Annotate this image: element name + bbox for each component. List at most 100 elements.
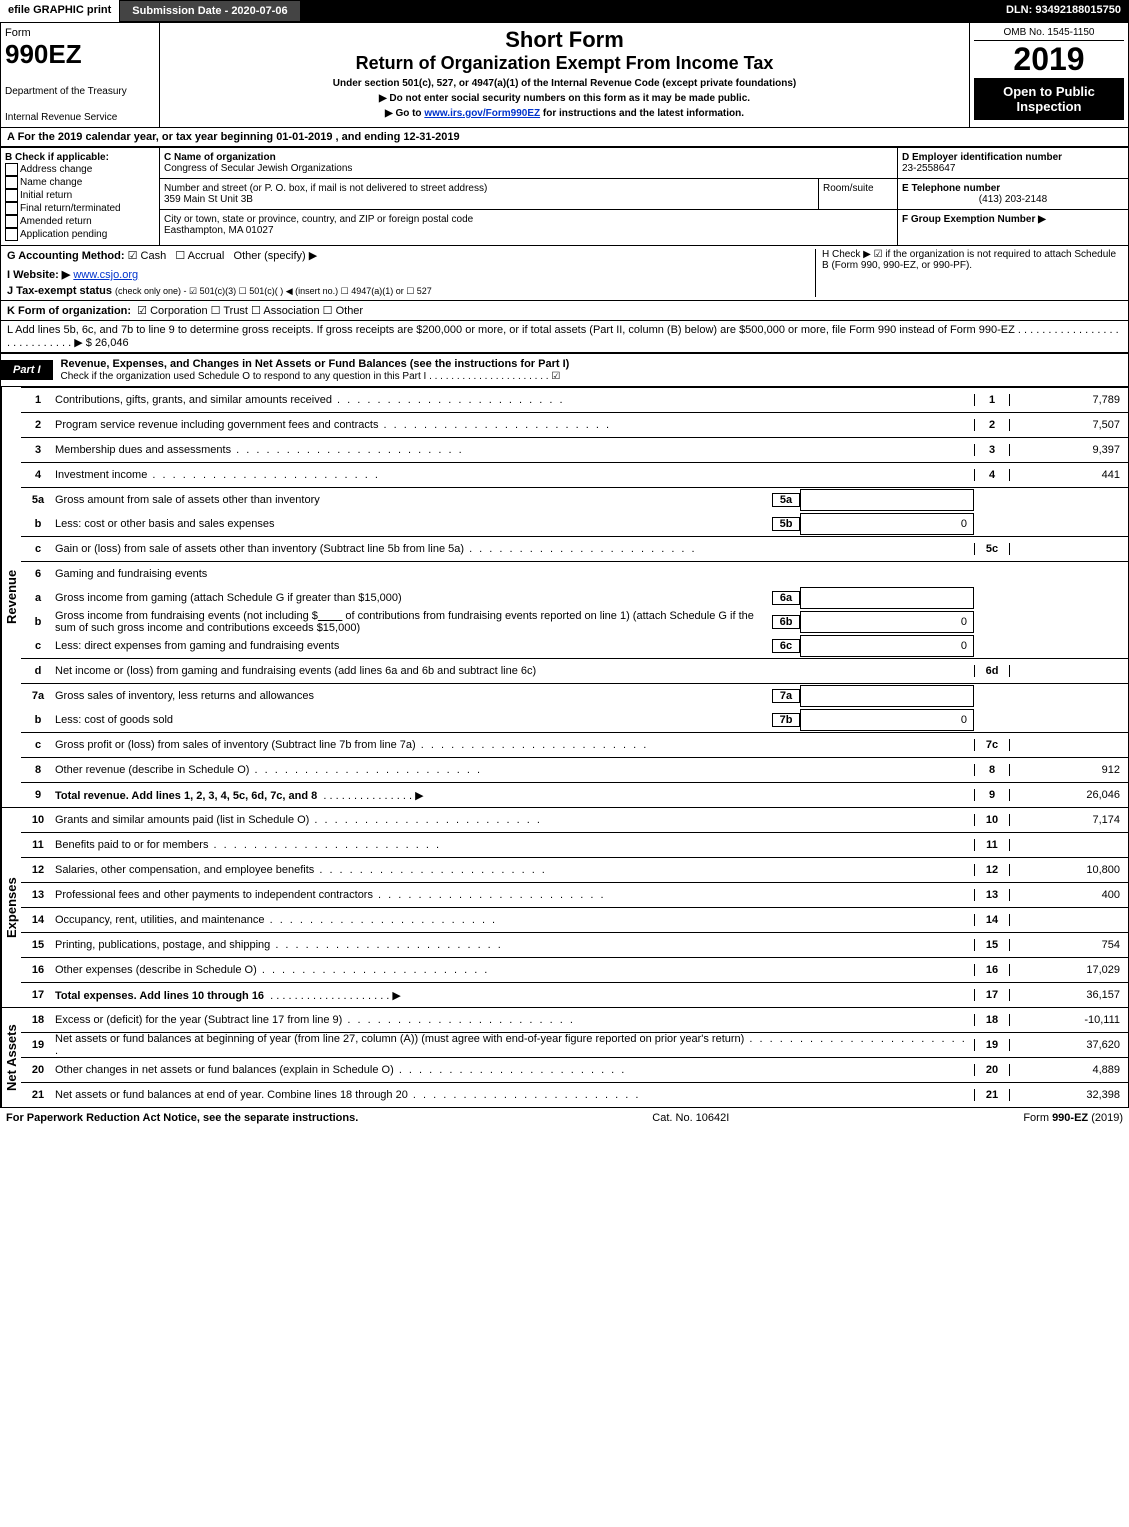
line-19-val: 37,620 xyxy=(1010,1039,1128,1051)
line-3-val: 9,397 xyxy=(1010,444,1128,456)
col-C: C Name of organization Congress of Secul… xyxy=(160,148,898,245)
header-right: OMB No. 1545-1150 2019 Open to Public In… xyxy=(969,23,1128,127)
line-7a-val xyxy=(800,685,974,707)
line-7b-desc: Less: cost of goods sold xyxy=(55,714,772,726)
line-6b-val: 0 xyxy=(800,611,974,633)
irs-label: Internal Revenue Service xyxy=(5,112,155,123)
line-13-val: 400 xyxy=(1010,889,1128,901)
line-2-desc: Program service revenue including govern… xyxy=(55,419,974,431)
line-5a-val xyxy=(800,489,974,511)
chk-final[interactable]: Final return/terminated xyxy=(5,202,155,215)
line-6c-desc: Less: direct expenses from gaming and fu… xyxy=(55,640,772,652)
form-header: Form 990EZ Department of the Treasury In… xyxy=(0,22,1129,128)
footer-mid: Cat. No. 10642I xyxy=(652,1112,729,1124)
line-18-desc: Excess or (deficit) for the year (Subtra… xyxy=(55,1014,974,1026)
title-return: Return of Organization Exempt From Incom… xyxy=(164,53,965,74)
addr-value: 359 Main St Unit 3B xyxy=(164,194,814,205)
tax-year: 2019 xyxy=(974,41,1124,78)
line-4-desc: Investment income xyxy=(55,469,974,481)
line-21-desc: Net assets or fund balances at end of ye… xyxy=(55,1089,974,1101)
line-5b-desc: Less: cost or other basis and sales expe… xyxy=(55,518,772,530)
line-H: H Check ▶ ☑ if the organization is not r… xyxy=(815,249,1122,297)
form-number: 990EZ xyxy=(5,39,155,70)
part1-tab: Part I xyxy=(1,360,53,380)
line-15-desc: Printing, publications, postage, and shi… xyxy=(55,939,974,951)
L-amount: $ 26,046 xyxy=(86,337,129,349)
goto-prefix: ▶ Go to xyxy=(385,108,424,119)
line-21-val: 32,398 xyxy=(1010,1089,1128,1101)
omb-number: OMB No. 1545-1150 xyxy=(974,27,1124,41)
line-1-val: 7,789 xyxy=(1010,394,1128,406)
chk-pending[interactable]: Application pending xyxy=(5,228,155,241)
website-link[interactable]: www.csjo.org xyxy=(73,269,138,281)
line-17-val: 36,157 xyxy=(1010,989,1128,1001)
line-L: L Add lines 5b, 6c, and 7b to line 9 to … xyxy=(0,321,1129,353)
line-7b-val: 0 xyxy=(800,709,974,731)
chk-amended[interactable]: Amended return xyxy=(5,215,155,228)
line-6a-desc: Gross income from gaming (attach Schedul… xyxy=(55,592,772,604)
dept-label: Department of the Treasury xyxy=(5,86,155,97)
expenses-section: Expenses 10Grants and similar amounts pa… xyxy=(0,808,1129,1008)
line-19-desc: Net assets or fund balances at beginning… xyxy=(55,1033,974,1057)
chk-address[interactable]: Address change xyxy=(5,163,155,176)
line-5a-desc: Gross amount from sale of assets other t… xyxy=(55,494,772,506)
col-B: B Check if applicable: Address change Na… xyxy=(1,148,160,245)
netassets-side-label: Net Assets xyxy=(1,1008,21,1107)
E-label: E Telephone number xyxy=(902,183,1124,194)
D-value: 23-2558647 xyxy=(902,163,1124,174)
city-value: Easthampton, MA 01027 xyxy=(164,225,893,236)
line-7c-desc: Gross profit or (loss) from sales of inv… xyxy=(55,739,974,751)
line-6b-desc: Gross income from fundraising events (no… xyxy=(55,610,772,634)
topbar: efile GRAPHIC print Submission Date - 20… xyxy=(0,0,1129,22)
header-center: Short Form Return of Organization Exempt… xyxy=(160,23,969,127)
line-9-desc: Total revenue. Add lines 1, 2, 3, 4, 5c,… xyxy=(55,789,974,802)
netassets-section: Net Assets 18Excess or (deficit) for the… xyxy=(0,1008,1129,1108)
addr-label: Number and street (or P. O. box, if mail… xyxy=(164,183,814,194)
city-label: City or town, state or province, country… xyxy=(164,214,893,225)
B-label: B Check if applicable: xyxy=(5,152,155,163)
line-6-desc: Gaming and fundraising events xyxy=(55,568,974,580)
line-G: G Accounting Method: ☑ Cash ☐ Accrual Ot… xyxy=(7,249,815,262)
line-6d-desc: Net income or (loss) from gaming and fun… xyxy=(55,665,974,677)
revenue-section: Revenue 1Contributions, gifts, grants, a… xyxy=(0,387,1129,808)
E-value: (413) 203-2148 xyxy=(902,194,1124,205)
line-12-val: 10,800 xyxy=(1010,864,1128,876)
section-B-through-F: B Check if applicable: Address change Na… xyxy=(0,147,1129,246)
line-7a-desc: Gross sales of inventory, less returns a… xyxy=(55,690,772,702)
revenue-side-label: Revenue xyxy=(1,387,21,807)
line-16-val: 17,029 xyxy=(1010,964,1128,976)
goto-line: ▶ Go to www.irs.gov/Form990EZ for instru… xyxy=(164,108,965,119)
C-value: Congress of Secular Jewish Organizations xyxy=(164,163,893,174)
efile-label: efile GRAPHIC print xyxy=(0,0,119,22)
line-3-desc: Membership dues and assessments xyxy=(55,444,974,456)
footer: For Paperwork Reduction Act Notice, see … xyxy=(0,1108,1129,1128)
line-20-desc: Other changes in net assets or fund bala… xyxy=(55,1064,974,1076)
open-public: Open to Public Inspection xyxy=(974,78,1124,120)
line-17-desc: Total expenses. Add lines 10 through 16 … xyxy=(55,989,974,1002)
C-label: C Name of organization xyxy=(164,152,893,163)
line-18-val: -10,111 xyxy=(1010,1014,1128,1026)
line-K: K Form of organization: ☑ Corporation ☐ … xyxy=(0,301,1129,321)
line-10-desc: Grants and similar amounts paid (list in… xyxy=(55,814,974,826)
part1-header: Part I Revenue, Expenses, and Changes in… xyxy=(0,353,1129,387)
chk-name[interactable]: Name change xyxy=(5,176,155,189)
form-label: Form xyxy=(5,27,155,39)
dln-label: DLN: 93492188015750 xyxy=(998,0,1129,22)
chk-initial[interactable]: Initial return xyxy=(5,189,155,202)
line-10-val: 7,174 xyxy=(1010,814,1128,826)
line-8-desc: Other revenue (describe in Schedule O) xyxy=(55,764,974,776)
F-label: F Group Exemption Number ▶ xyxy=(902,214,1124,225)
line-1-desc: Contributions, gifts, grants, and simila… xyxy=(55,394,974,406)
line-12-desc: Salaries, other compensation, and employ… xyxy=(55,864,974,876)
header-left: Form 990EZ Department of the Treasury In… xyxy=(1,23,160,127)
line-A: A For the 2019 calendar year, or tax yea… xyxy=(0,128,1129,147)
col-DEF: D Employer identification number 23-2558… xyxy=(898,148,1128,245)
goto-suffix: for instructions and the latest informat… xyxy=(543,108,744,119)
line-6a-val xyxy=(800,587,974,609)
goto-link[interactable]: www.irs.gov/Form990EZ xyxy=(424,108,540,119)
ssn-warning: ▶ Do not enter social security numbers o… xyxy=(164,93,965,104)
line-9-val: 26,046 xyxy=(1010,789,1128,801)
line-4-val: 441 xyxy=(1010,469,1128,481)
D-label: D Employer identification number xyxy=(902,152,1124,163)
submission-date: Submission Date - 2020-07-06 xyxy=(119,0,300,22)
